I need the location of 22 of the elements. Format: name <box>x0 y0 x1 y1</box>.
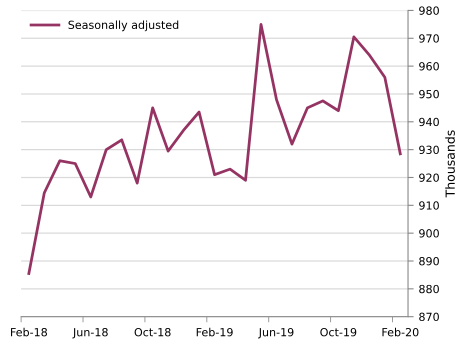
x-tick-label: Oct-19 <box>320 328 356 336</box>
y-tick-label: 970 <box>419 34 439 43</box>
x-tick-label: Feb-18 <box>11 328 47 336</box>
y-tick-label: 960 <box>419 62 439 70</box>
y-tick-label: 870 <box>419 312 439 322</box>
legend-label: Seasonally adjusted <box>68 20 178 32</box>
y-tick-label: 920 <box>419 173 439 182</box>
y-tick-label: 880 <box>419 284 439 294</box>
y-tick-label: 910 <box>419 201 439 210</box>
x-tick-label: Feb-19 <box>196 328 233 336</box>
line-series <box>27 22 402 275</box>
y-axis-title: Thousands <box>445 130 455 198</box>
x-tick-label: Feb-20 <box>382 328 418 336</box>
y-tick-label: 930 <box>419 146 439 154</box>
y-tick-label: 890 <box>419 256 439 266</box>
y-tick-label: 900 <box>419 229 439 238</box>
y-tick-label: 980 <box>419 6 439 15</box>
x-tick-label: Jun-18 <box>72 328 108 338</box>
x-tick-label: Jun-19 <box>258 328 294 338</box>
y-tick-label: 950 <box>419 90 439 98</box>
y-tick-label: 940 <box>419 118 439 126</box>
x-tick-label: Oct-18 <box>134 328 171 336</box>
